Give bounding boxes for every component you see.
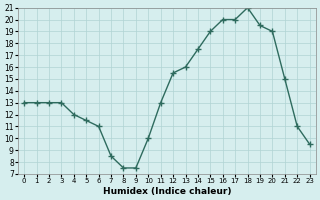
X-axis label: Humidex (Indice chaleur): Humidex (Indice chaleur) [103, 187, 231, 196]
